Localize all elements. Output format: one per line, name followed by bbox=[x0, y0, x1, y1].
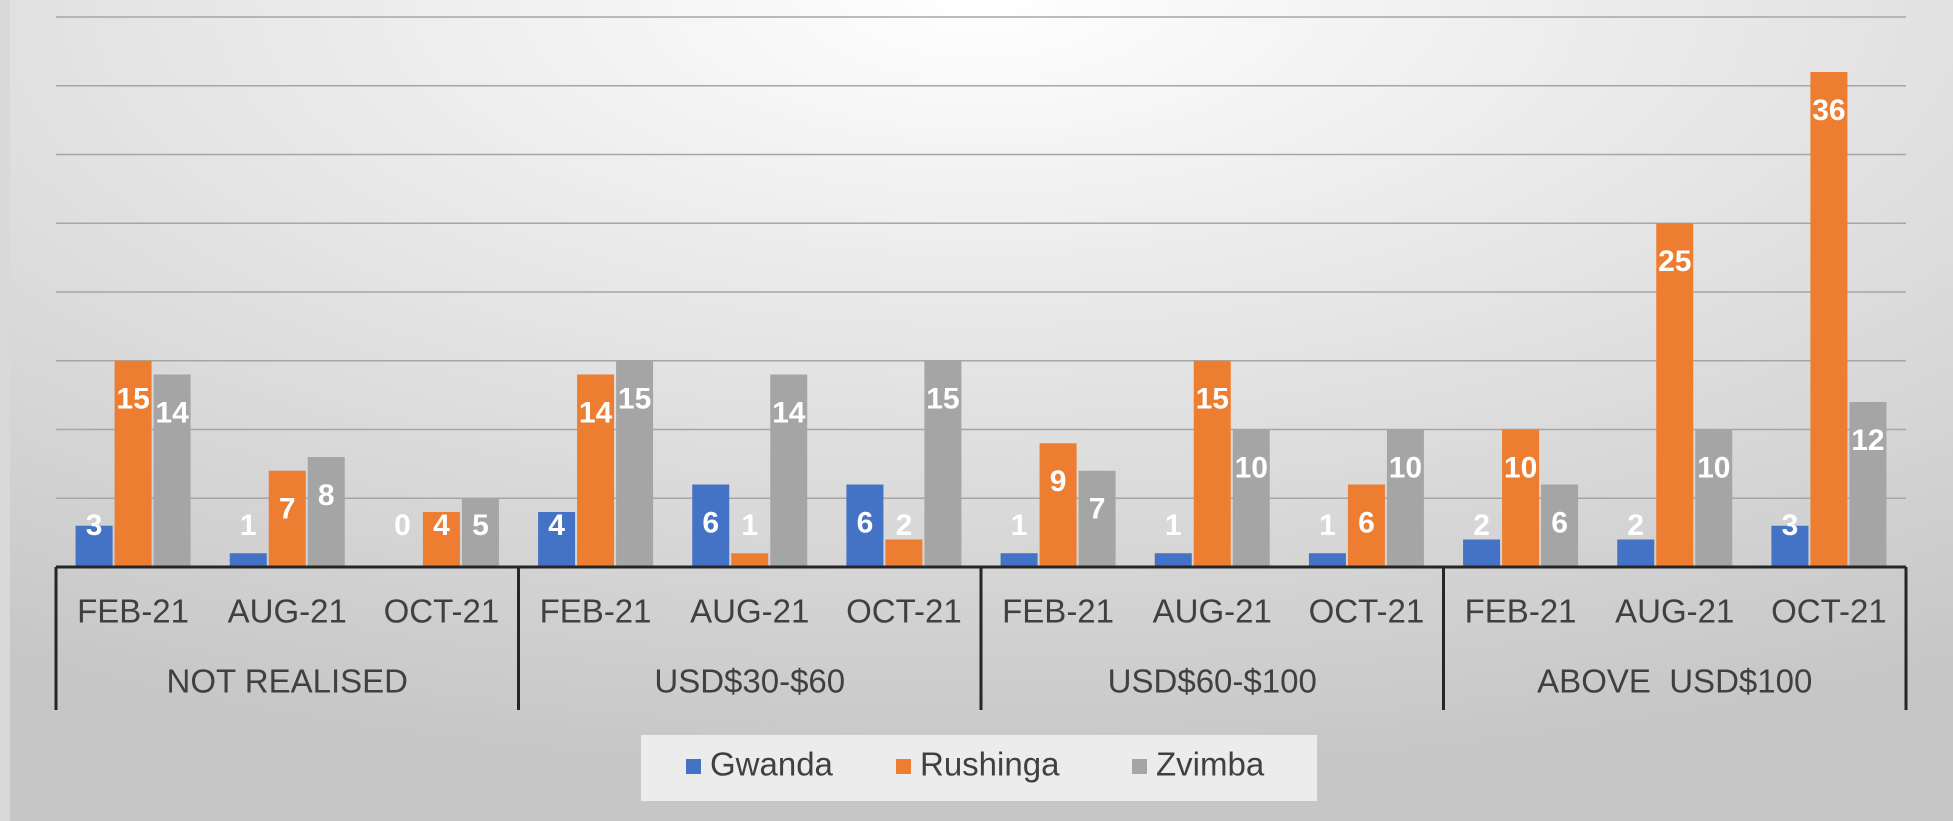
legend-label: Rushinga bbox=[920, 746, 1060, 783]
data-label: 12 bbox=[1851, 424, 1884, 457]
legend-label: Gwanda bbox=[710, 746, 834, 783]
x-tick-label: FEB-21 bbox=[1002, 593, 1114, 630]
data-label: 9 bbox=[1050, 465, 1067, 498]
bar bbox=[229, 553, 267, 567]
data-label: 5 bbox=[472, 509, 489, 542]
bar bbox=[1849, 402, 1887, 567]
legend-marker bbox=[896, 759, 911, 774]
data-label: 4 bbox=[433, 509, 450, 542]
bar bbox=[924, 360, 962, 567]
group-label: NOT REALISED bbox=[167, 663, 408, 700]
data-label: 1 bbox=[1165, 509, 1182, 542]
data-label: 36 bbox=[1812, 94, 1845, 127]
x-tick-label: OCT-21 bbox=[1309, 593, 1425, 630]
data-label: 15 bbox=[1196, 383, 1229, 416]
bar bbox=[307, 457, 345, 567]
data-label: 4 bbox=[548, 509, 565, 542]
data-label: 1 bbox=[741, 509, 758, 542]
legend-marker bbox=[1132, 759, 1147, 774]
bar bbox=[1347, 484, 1385, 567]
data-label: 6 bbox=[1551, 506, 1568, 539]
bar bbox=[114, 360, 152, 567]
bar bbox=[538, 512, 576, 567]
bar bbox=[268, 470, 306, 567]
data-label: 15 bbox=[926, 383, 959, 416]
bar bbox=[461, 498, 499, 567]
bar bbox=[1308, 553, 1346, 567]
bar bbox=[1771, 525, 1809, 567]
bar bbox=[1617, 539, 1655, 567]
data-label: 14 bbox=[155, 396, 189, 429]
x-tick-label: AUG-21 bbox=[690, 593, 809, 630]
data-label: 1 bbox=[1011, 509, 1028, 542]
bar bbox=[577, 374, 615, 567]
data-label: 10 bbox=[1697, 451, 1730, 484]
data-label: 2 bbox=[1627, 509, 1644, 542]
bar bbox=[1386, 429, 1424, 567]
bar bbox=[1695, 429, 1733, 567]
bar bbox=[1502, 429, 1540, 567]
data-label: 1 bbox=[240, 509, 257, 542]
x-tick-label: FEB-21 bbox=[540, 593, 652, 630]
bar bbox=[770, 374, 808, 567]
data-label: 15 bbox=[618, 383, 651, 416]
data-label: 10 bbox=[1504, 451, 1537, 484]
data-label: 2 bbox=[1473, 509, 1490, 542]
data-label: 1 bbox=[1319, 509, 1336, 542]
group-label: ABOVE USD$100 bbox=[1537, 663, 1812, 700]
bar bbox=[1232, 429, 1270, 567]
legend-marker bbox=[686, 759, 701, 774]
group-label: USD$60-$100 bbox=[1108, 663, 1317, 700]
bar bbox=[1656, 223, 1694, 567]
x-tick-label: OCT-21 bbox=[846, 593, 962, 630]
data-label: 6 bbox=[1358, 506, 1375, 539]
x-tick-label: AUG-21 bbox=[1615, 593, 1734, 630]
bar bbox=[731, 553, 769, 567]
bar bbox=[1193, 360, 1231, 567]
data-label: 14 bbox=[772, 396, 806, 429]
group-label: USD$30-$60 bbox=[654, 663, 845, 700]
legend-label: Zvimba bbox=[1156, 746, 1265, 783]
data-label: 3 bbox=[86, 509, 103, 542]
data-label: 0 bbox=[394, 509, 411, 542]
bar bbox=[75, 525, 113, 567]
x-tick-label: FEB-21 bbox=[77, 593, 189, 630]
bar bbox=[692, 484, 730, 567]
data-label: 7 bbox=[279, 493, 296, 526]
data-label: 6 bbox=[857, 506, 874, 539]
data-label: 25 bbox=[1658, 245, 1691, 278]
data-label: 14 bbox=[579, 396, 613, 429]
data-label: 8 bbox=[318, 479, 335, 512]
data-label: 6 bbox=[702, 506, 719, 539]
x-tick-label: FEB-21 bbox=[1465, 593, 1577, 630]
data-label: 2 bbox=[896, 509, 913, 542]
bar bbox=[846, 484, 884, 567]
x-tick-label: AUG-21 bbox=[228, 593, 347, 630]
x-tick-label: AUG-21 bbox=[1153, 593, 1272, 630]
bar bbox=[616, 360, 654, 567]
x-tick-label: OCT-21 bbox=[384, 593, 500, 630]
bar bbox=[153, 374, 191, 567]
data-label: 7 bbox=[1089, 493, 1106, 526]
data-label: 3 bbox=[1782, 509, 1799, 542]
legend-box bbox=[641, 735, 1317, 801]
bar bbox=[422, 512, 460, 567]
x-tick-label: OCT-21 bbox=[1771, 593, 1887, 630]
data-label: 15 bbox=[116, 383, 149, 416]
data-label: 10 bbox=[1235, 451, 1268, 484]
bar bbox=[1541, 484, 1579, 567]
bar bbox=[1000, 553, 1038, 567]
bar bbox=[1810, 72, 1848, 567]
data-label: 10 bbox=[1389, 451, 1422, 484]
bar bbox=[1039, 443, 1077, 567]
bar bbox=[1078, 470, 1116, 567]
bar bbox=[885, 539, 923, 567]
bar bbox=[1154, 553, 1192, 567]
bar bbox=[1463, 539, 1501, 567]
